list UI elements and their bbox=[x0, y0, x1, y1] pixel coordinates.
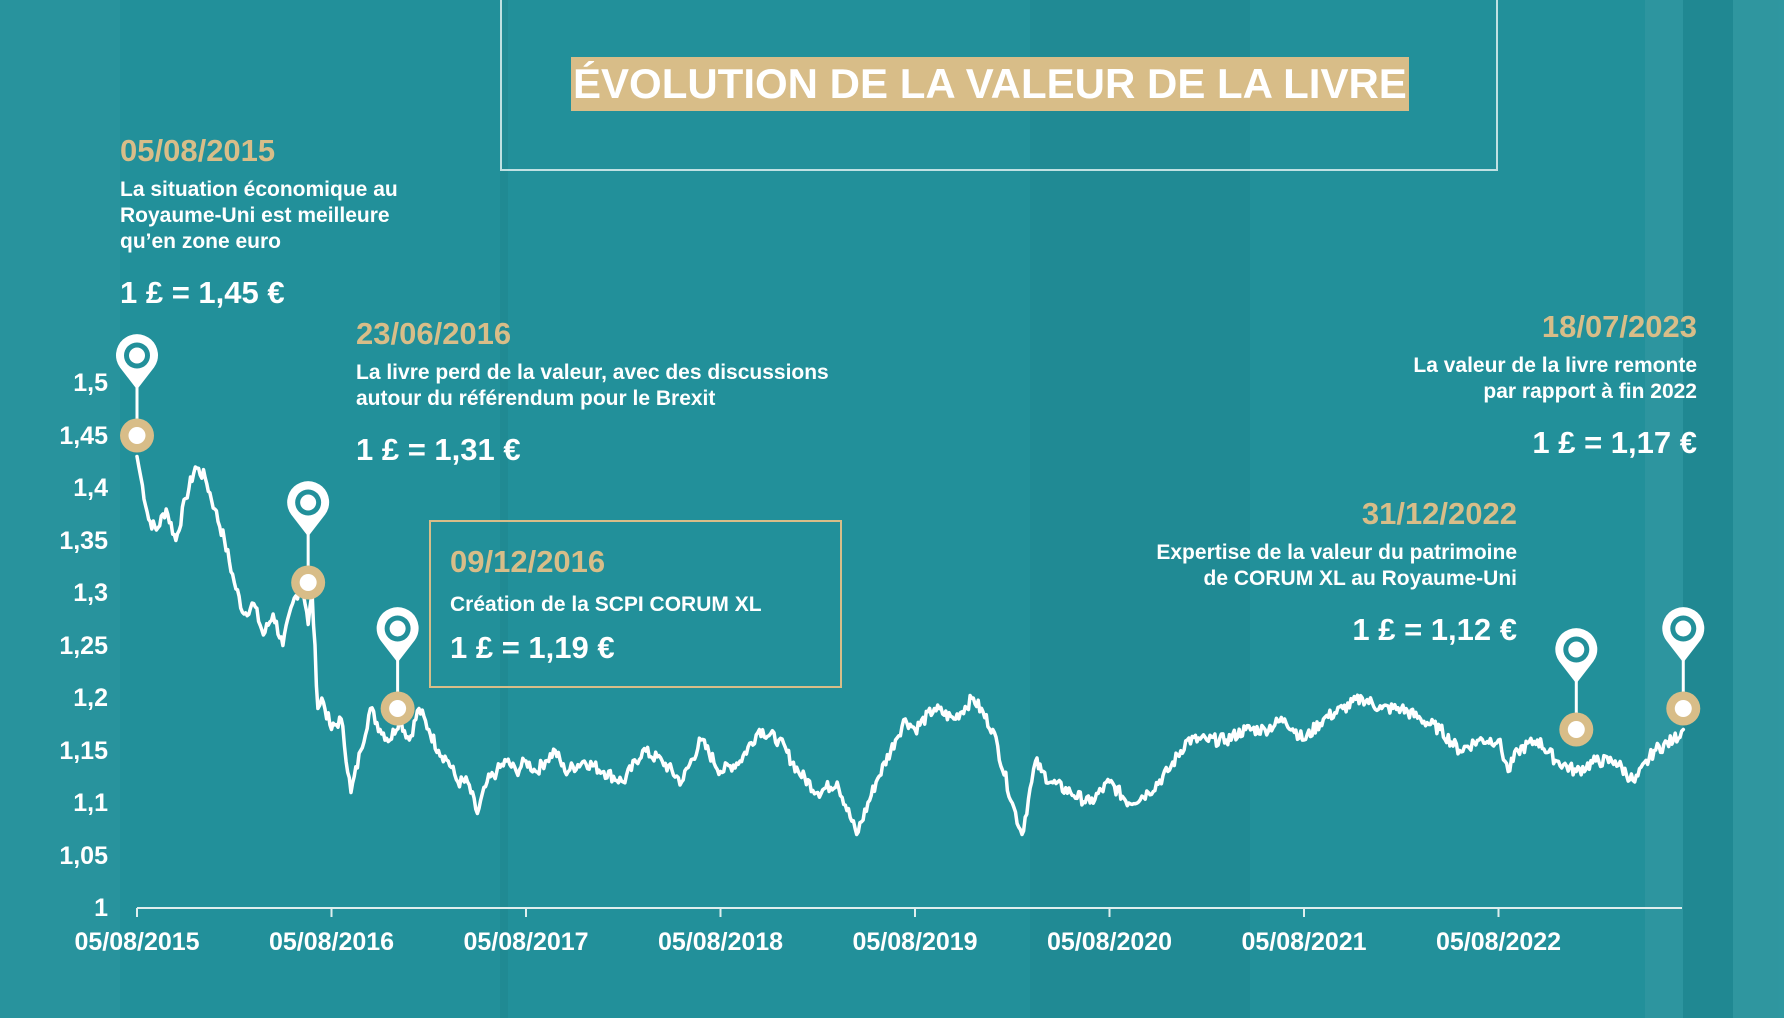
annotation-rate: 1 £ = 1,19 € bbox=[450, 630, 615, 665]
event-marker bbox=[1662, 607, 1705, 726]
event-marker bbox=[376, 607, 419, 726]
annotation-2016-06-23: 23/06/2016 La livre perd de la valeur, a… bbox=[356, 316, 916, 468]
annotation-date: 18/07/2023 bbox=[1541, 309, 1697, 344]
y-tick-label: 1,45 bbox=[59, 421, 108, 450]
annotation-2016-12-09: 09/12/2016 Création de la SCPI CORUM XL … bbox=[429, 520, 842, 688]
exchange-rate-line bbox=[135, 454, 1686, 837]
event-marker bbox=[115, 334, 159, 453]
annotation-description: La valeur de la livre remonte par rappor… bbox=[1413, 354, 1697, 403]
title-frame bbox=[500, 0, 1498, 171]
annotation-date: 09/12/2016 bbox=[450, 544, 606, 579]
annotation-date: 05/08/2015 bbox=[120, 133, 276, 168]
x-axis-ticks bbox=[136, 908, 1500, 917]
x-tick-label: 05/08/2022 bbox=[1435, 928, 1562, 956]
annotation-date: 23/06/2016 bbox=[356, 316, 512, 351]
x-tick-label: 05/08/2015 bbox=[74, 928, 200, 956]
annotation-2023-07-18: 18/07/2023 La valeur de la livre remonte… bbox=[1330, 309, 1697, 461]
annotation-2015-08-05: 05/08/2015 La situation économique au Ro… bbox=[120, 133, 460, 311]
event-marker bbox=[287, 481, 330, 600]
y-tick-label: 1,05 bbox=[59, 841, 108, 870]
x-tick-label: 05/08/2021 bbox=[1241, 928, 1367, 956]
x-tick-label: 05/08/2016 bbox=[268, 928, 395, 956]
annotation-rate: 1 £ = 1,45 € bbox=[120, 275, 285, 310]
y-tick-label: 1,2 bbox=[73, 684, 108, 712]
x-tick-label: 05/08/2020 bbox=[1046, 928, 1173, 956]
y-tick-label: 1,35 bbox=[59, 526, 108, 555]
x-tick-label: 05/08/2019 bbox=[852, 928, 978, 956]
y-tick-label: 1,3 bbox=[73, 579, 108, 607]
annotation-date: 31/12/2022 bbox=[1361, 496, 1517, 531]
event-markers bbox=[115, 334, 1705, 747]
event-marker bbox=[1555, 628, 1598, 747]
annotation-rate: 1 £ = 1,31 € bbox=[356, 432, 521, 467]
annotation-rate: 1 £ = 1,12 € bbox=[1352, 612, 1517, 647]
y-tick-label: 1,15 bbox=[59, 736, 108, 765]
y-tick-label: 1,25 bbox=[59, 631, 108, 660]
annotation-rate: 1 £ = 1,17 € bbox=[1532, 425, 1697, 460]
y-tick-label: 1,1 bbox=[73, 789, 108, 817]
x-tick-label: 05/08/2018 bbox=[657, 928, 784, 956]
annotation-description: La situation économique au Royaume-Uni e… bbox=[120, 178, 398, 253]
annotation-description: La livre perd de la valeur, avec des dis… bbox=[356, 361, 829, 410]
annotation-2022-12-31: 31/12/2022 Expertise de la valeur du pat… bbox=[1080, 496, 1517, 648]
y-tick-label: 1,5 bbox=[73, 369, 108, 397]
x-tick-label: 05/08/2017 bbox=[463, 928, 589, 956]
chart-title: ÉVOLUTION DE LA VALEUR DE LA LIVRE bbox=[571, 57, 1409, 111]
y-tick-label: 1,4 bbox=[73, 474, 108, 502]
y-tick-label: 1 bbox=[94, 894, 108, 922]
annotation-description: Expertise de la valeur du patrimoine de … bbox=[1156, 541, 1517, 590]
annotation-description: Création de la SCPI CORUM XL bbox=[450, 593, 762, 616]
